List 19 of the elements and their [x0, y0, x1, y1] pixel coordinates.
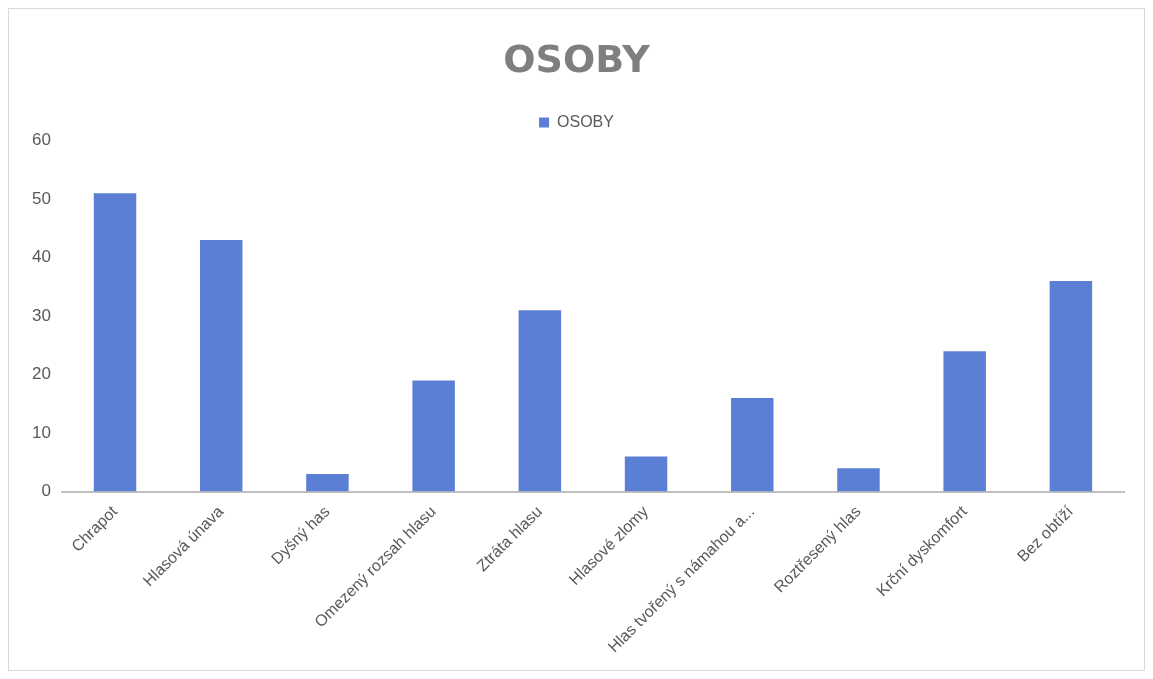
- chart-title: OSOBY: [503, 36, 651, 81]
- y-tick-label: 50: [31, 188, 51, 208]
- bar: [412, 380, 455, 492]
- legend-label: OSOBY: [557, 113, 615, 131]
- y-tick-label: 20: [31, 364, 51, 384]
- bar: [93, 193, 137, 492]
- y-tick-label: 40: [31, 247, 51, 267]
- bar: [306, 474, 349, 492]
- bar: [731, 397, 774, 492]
- bar: [518, 310, 562, 492]
- bar: [1049, 280, 1093, 492]
- bar: [943, 351, 986, 492]
- bar: [837, 468, 880, 492]
- bar: [624, 456, 668, 492]
- y-tick-label: 10: [31, 422, 51, 442]
- y-tick-label: 0: [41, 481, 51, 501]
- bar: [199, 240, 243, 492]
- y-tick-label: 60: [31, 130, 51, 150]
- y-tick-label: 30: [31, 305, 51, 325]
